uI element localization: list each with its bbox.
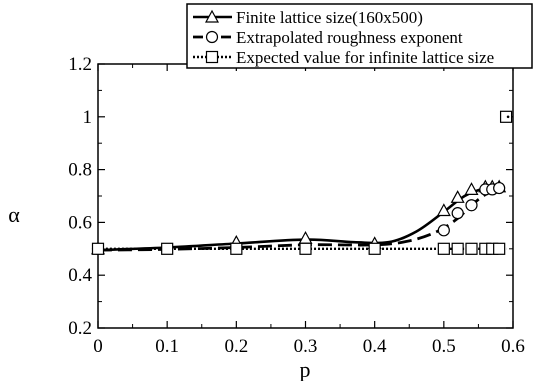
data-point-square (493, 242, 506, 255)
legend-marker-square (205, 50, 219, 64)
y-tick-label: 0.4 (68, 265, 92, 286)
data-point-triangle (464, 182, 479, 195)
y-tick-label: 1 (83, 107, 93, 128)
series-line-triangle (97, 185, 500, 252)
data-point-circle (493, 181, 506, 195)
x-axis-label: p (300, 357, 311, 381)
legend-label: Finite lattice size(160x500) (236, 8, 423, 27)
x-tick-label: 0.5 (432, 336, 456, 357)
x-tick-label: 0.6 (501, 336, 525, 357)
data-point-triangle (298, 230, 313, 244)
data-point-square (451, 242, 464, 255)
legend-label: Extrapolated roughness exponent (236, 28, 463, 47)
data-point-circle (465, 199, 478, 212)
data-point-triangle (436, 203, 451, 217)
data-point-square (91, 242, 105, 255)
legend-marker-triangle (204, 9, 220, 23)
data-point-square (437, 242, 450, 255)
plot-frame (97, 63, 514, 329)
data-point-circle (437, 224, 450, 237)
series-markers (90, 110, 513, 255)
x-tick-label: 0.3 (294, 336, 318, 357)
axis-ticks (97, 63, 514, 329)
legend-label: Expected value for infinite lattice size (236, 48, 494, 67)
data-point-square (368, 242, 381, 255)
y-tick-label: 0.2 (68, 318, 92, 339)
data-point-square (465, 242, 478, 255)
tick-labels: 0 0.1 0.2 0.3 0.4 0.5 0.6 0.2 0.4 0.6 0.8 1 1.2 (68, 54, 525, 357)
x-tick-label: 0.1 (155, 336, 179, 357)
legend-marker-circle (205, 30, 219, 44)
y-tick-label: 1.2 (68, 54, 92, 75)
data-point-square (499, 110, 513, 123)
x-tick-label: 0 (93, 336, 103, 357)
x-tick-label: 0.4 (363, 336, 387, 357)
data-point-circle (451, 207, 464, 220)
y-tick-label: 0.8 (68, 160, 92, 181)
data-point-square (161, 242, 174, 255)
y-axis-label: α (8, 202, 20, 227)
marker-dot (506, 115, 510, 119)
legend-box (186, 3, 533, 69)
data-point-square (299, 242, 312, 255)
legend: Finite lattice size(160x500)Extrapolated… (186, 3, 533, 69)
data-point-triangle (450, 190, 465, 203)
x-tick-label: 0.2 (224, 336, 248, 357)
plot-area-border (97, 63, 514, 329)
y-tick-label: 0.6 (68, 212, 92, 233)
data-point-square (230, 242, 243, 255)
